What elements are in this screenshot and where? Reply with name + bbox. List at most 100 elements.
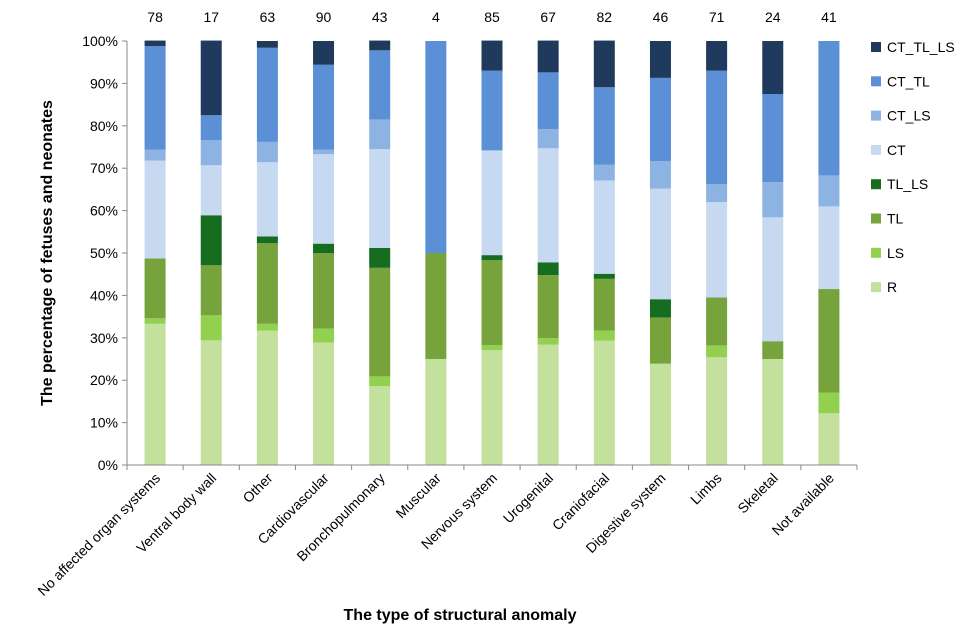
legend-label-ct-tl: CT_TL	[887, 73, 930, 89]
bar-segment-tl-ls-ventral-body-wall	[200, 215, 222, 266]
bar-segment-ls-no-affected-organ-systems	[144, 318, 166, 324]
bar-segment-r-no-affected-organ-systems	[144, 323, 166, 465]
bar-segment-ct-skeletal	[762, 217, 784, 342]
bar-segment-ls-urogenital	[537, 338, 559, 345]
y-tick-label: 30%	[90, 330, 118, 346]
x-tick-label-limbs: Limbs	[687, 470, 725, 508]
bar-segment-tl-ventral-body-wall	[200, 265, 222, 316]
bar-segment-tl-bronchopulmonary	[369, 267, 391, 377]
bar-segment-ct-tl-ls-cardiovascular	[313, 41, 335, 65]
count-label-limbs: 71	[709, 9, 725, 25]
bar-segment-ct-tl-bronchopulmonary	[369, 50, 391, 120]
bar-segment-ct-digestive-system	[649, 188, 671, 300]
bar-segment-r-craniofacial	[593, 340, 615, 465]
x-tick-label-urogenital: Urogenital	[500, 470, 556, 526]
bar-segment-tl-no-affected-organ-systems	[144, 258, 166, 319]
bar-segment-r-ventral-body-wall	[200, 340, 222, 465]
bar-segment-ct-no-affected-organ-systems	[144, 160, 166, 259]
bar-segment-ct-ventral-body-wall	[200, 165, 222, 216]
bar-segment-ct-tl-ls-ventral-body-wall	[200, 40, 222, 116]
bar-segment-r-limbs	[706, 357, 728, 465]
bar-segment-ct-tl-no-affected-organ-systems	[144, 46, 166, 150]
legend-swatch-ct-tl	[871, 76, 881, 87]
bar-segment-ct-urogenital	[537, 148, 559, 263]
bar-segment-ct-ls-ventral-body-wall	[200, 140, 222, 166]
legend-label-r: R	[887, 279, 897, 295]
legend-swatch-ls	[871, 247, 881, 258]
y-tick-label: 80%	[90, 118, 118, 134]
x-tick-label-skeletal: Skeletal	[734, 470, 781, 517]
legend-label-tl: TL	[887, 211, 904, 227]
x-tick-label-other: Other	[239, 470, 275, 506]
y-tick-label: 60%	[90, 203, 118, 219]
y-tick-label: 10%	[90, 415, 118, 431]
bar-segment-ls-limbs	[706, 345, 728, 358]
bar-segment-tl-ls-bronchopulmonary	[369, 247, 391, 268]
y-tick-label: 40%	[90, 287, 118, 303]
y-axis: 0% 10% 20% 30% 40% 50% 60% 70% 80% 90% 100%	[82, 33, 128, 473]
bar-segment-ls-cardiovascular	[313, 328, 335, 343]
bar-segment-ct-tl-cardiovascular	[313, 64, 335, 150]
bar-segment-ct-tl-ls-craniofacial	[593, 40, 615, 88]
bar-segment-ct-tl-ls-skeletal	[762, 41, 784, 94]
bar-segment-ct-tl-ls-bronchopulmonary	[369, 40, 391, 51]
bar-segment-ct-tl-other	[256, 47, 278, 142]
bar-segment-ls-ventral-body-wall	[200, 315, 222, 341]
legend-label-ct-tl-ls: CT_TL_LS	[887, 39, 955, 55]
bar-segment-tl-ls-other	[256, 236, 278, 244]
bar-segment-ct-tl-craniofacial	[593, 87, 615, 165]
bar-segment-ls-not-available	[818, 392, 840, 414]
bar-segment-ct-tl-ls-urogenital	[537, 40, 559, 73]
y-axis-title: The percentage of fetuses and neonates	[39, 100, 56, 406]
bar-segment-tl-muscular	[425, 253, 447, 359]
x-axis-title: The type of structural anomaly	[344, 607, 577, 624]
bar-segment-ct-tl-muscular	[425, 41, 447, 253]
bar-segment-tl-ls-urogenital	[537, 262, 559, 276]
y-tick-label: 50%	[90, 245, 118, 261]
y-tick-label: 100%	[82, 33, 118, 49]
bar-segment-ct-ls-skeletal	[762, 182, 784, 218]
bar-segment-r-urogenital	[537, 344, 559, 465]
bar-segment-ct-cardiovascular	[313, 154, 335, 244]
bar-segment-r-digestive-system	[649, 363, 671, 465]
bar-segment-ct-tl-digestive-system	[649, 77, 671, 161]
bar-segment-ct-tl-ls-digestive-system	[649, 41, 671, 78]
bar-segment-ct-nervous-system	[481, 150, 503, 256]
bar-segment-tl-cardiovascular	[313, 253, 335, 329]
bar-segment-ct-tl-ls-no-affected-organ-systems	[144, 40, 166, 47]
bar-segment-tl-limbs	[706, 297, 728, 346]
legend-swatch-tl	[871, 213, 881, 224]
count-label-bronchopulmonary: 43	[372, 9, 388, 25]
legend: CT_TL_LS CT_TL CT_LS CT TL_LS TL LS R	[871, 39, 955, 295]
bar-segment-ct-tl-ventral-body-wall	[200, 115, 222, 141]
y-tick-label: 0%	[98, 457, 118, 473]
bar-segment-tl-craniofacial	[593, 278, 615, 331]
count-label-muscular: 4	[432, 9, 440, 25]
bar-segment-ct-not-available	[818, 206, 840, 290]
bar-segment-ct-ls-limbs	[706, 184, 728, 203]
bar-segment-ct-ls-no-affected-organ-systems	[144, 149, 166, 161]
bar-segment-ct-tl-urogenital	[537, 72, 559, 130]
bar-segment-ls-other	[256, 323, 278, 331]
y-tick-label: 20%	[90, 372, 118, 388]
legend-swatch-ct-ls	[871, 110, 881, 121]
bar-segment-ct-ls-cardiovascular	[313, 149, 335, 155]
bar-segment-ct-bronchopulmonary	[369, 149, 391, 248]
y-tick-label: 70%	[90, 160, 118, 176]
count-label-craniofacial: 82	[597, 9, 613, 25]
bar-segment-ct-limbs	[706, 202, 728, 298]
bar-segment-ct-tl-limbs	[706, 70, 728, 185]
bar-segment-ct-tl-ls-limbs	[706, 41, 728, 71]
x-tick-label-muscular: Muscular	[392, 470, 444, 522]
bar-segment-r-nervous-system	[481, 350, 503, 465]
bar-segment-ct-craniofacial	[593, 180, 615, 274]
count-label-digestive-system: 46	[653, 9, 669, 25]
count-label-ventral-body-wall: 17	[203, 9, 219, 25]
bar-segment-ct-tl-ls-nervous-system	[481, 40, 503, 71]
bar-segment-ls-craniofacial	[593, 330, 615, 341]
bar-segment-tl-nervous-system	[481, 260, 503, 346]
legend-label-tl-ls: TL_LS	[887, 176, 928, 192]
bar-segment-tl-ls-nervous-system	[481, 255, 503, 261]
bar-segment-r-cardiovascular	[313, 342, 335, 465]
